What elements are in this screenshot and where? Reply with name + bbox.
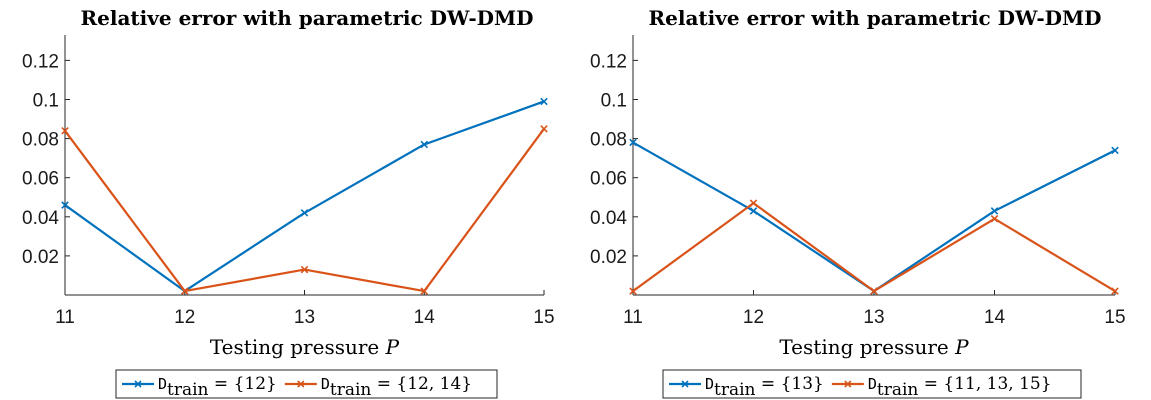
x-tick-label: 14 [414, 307, 436, 328]
legend-label: Dtrain = {11, 13, 15} [868, 374, 1052, 400]
data-point-marker [629, 287, 637, 295]
data-point-marker [420, 140, 429, 149]
series-1 [629, 138, 1119, 295]
x-tick-label: 11 [623, 307, 643, 328]
y-tick-label: 0.12 [590, 51, 627, 72]
y-tick-label: 0.04 [22, 208, 59, 229]
legend-marker [297, 380, 305, 388]
data-point-marker [61, 127, 69, 135]
data-point-marker [749, 207, 758, 215]
x-axis-label: Testing pressure P [210, 335, 400, 359]
y-tick-label: 0.08 [22, 130, 59, 151]
y-tick-label: 0.12 [22, 51, 59, 72]
data-point-marker [300, 265, 309, 274]
x-tick-label: 12 [743, 307, 764, 328]
series-2 [61, 125, 548, 295]
x-tick-label: 11 [55, 307, 75, 328]
data-point-marker [420, 287, 429, 295]
x-tick-label: 13 [294, 307, 315, 328]
data-point-marker [870, 287, 878, 295]
x-tick-label: 14 [984, 307, 1006, 328]
series-line [632, 141, 1116, 293]
legend-item: Dtrain = {13} [669, 374, 824, 400]
data-point-marker [990, 207, 999, 215]
y-tick-label: 0.1 [33, 91, 59, 112]
chart-panel-1: Relative error with parametric DW-DMD 0.0… [22, 6, 555, 400]
y-tick-label: 0.02 [590, 247, 627, 268]
data-point-marker [180, 287, 189, 295]
data-point-marker [300, 209, 309, 217]
legend-item: Dtrain = {11, 13, 15} [831, 374, 1052, 400]
legend: Dtrain = {13} Dtrain = {11, 13, 15} [662, 369, 1082, 400]
legend: Dtrain = {12} Dtrain = {12, 14} [115, 369, 498, 400]
legend-label: Dtrain = {12} [158, 374, 277, 400]
x-tick-label: 13 [863, 307, 884, 328]
legend-marker [844, 380, 852, 388]
x-axis-label: Testing pressure P [779, 335, 969, 359]
series-line [64, 100, 545, 293]
chart-title: Relative error with parametric DW-DMD [649, 6, 1102, 30]
legend-item: Dtrain = {12} [122, 374, 277, 400]
legend-label: Dtrain = {12, 14} [321, 374, 472, 400]
chart-panel-2: Relative error with parametric DW-DMD 0.0… [590, 6, 1126, 400]
y-tick-label: 0.04 [590, 208, 627, 229]
x-tick-label: 15 [533, 307, 554, 328]
series-2 [629, 199, 1119, 295]
series-1 [61, 97, 548, 295]
data-point-marker [990, 214, 999, 223]
legend-marker [134, 380, 142, 388]
legend-marker [681, 380, 689, 388]
y-tick-label: 0.06 [22, 169, 59, 190]
data-point-marker [749, 199, 758, 207]
y-tick-label: 0.08 [590, 130, 627, 151]
data-point-marker [61, 201, 69, 209]
legend-box [662, 369, 1082, 399]
data-point-marker [540, 125, 548, 133]
series-line [64, 128, 545, 293]
legend-label: Dtrain = {13} [705, 374, 824, 400]
y-tick-label: 0.1 [601, 91, 627, 112]
chart-title: Relative error with parametric DW-DMD [81, 6, 534, 30]
y-tick-label: 0.06 [590, 169, 627, 190]
data-point-marker [629, 138, 637, 147]
data-point-marker [540, 97, 548, 106]
data-point-marker [1111, 287, 1119, 295]
x-tick-label: 12 [174, 307, 195, 328]
y-tick-label: 0.02 [22, 247, 59, 268]
data-point-marker [1111, 146, 1119, 155]
series-line [632, 202, 1116, 293]
legend-item: Dtrain = {12, 14} [284, 374, 472, 400]
x-tick-label: 15 [1104, 307, 1125, 328]
